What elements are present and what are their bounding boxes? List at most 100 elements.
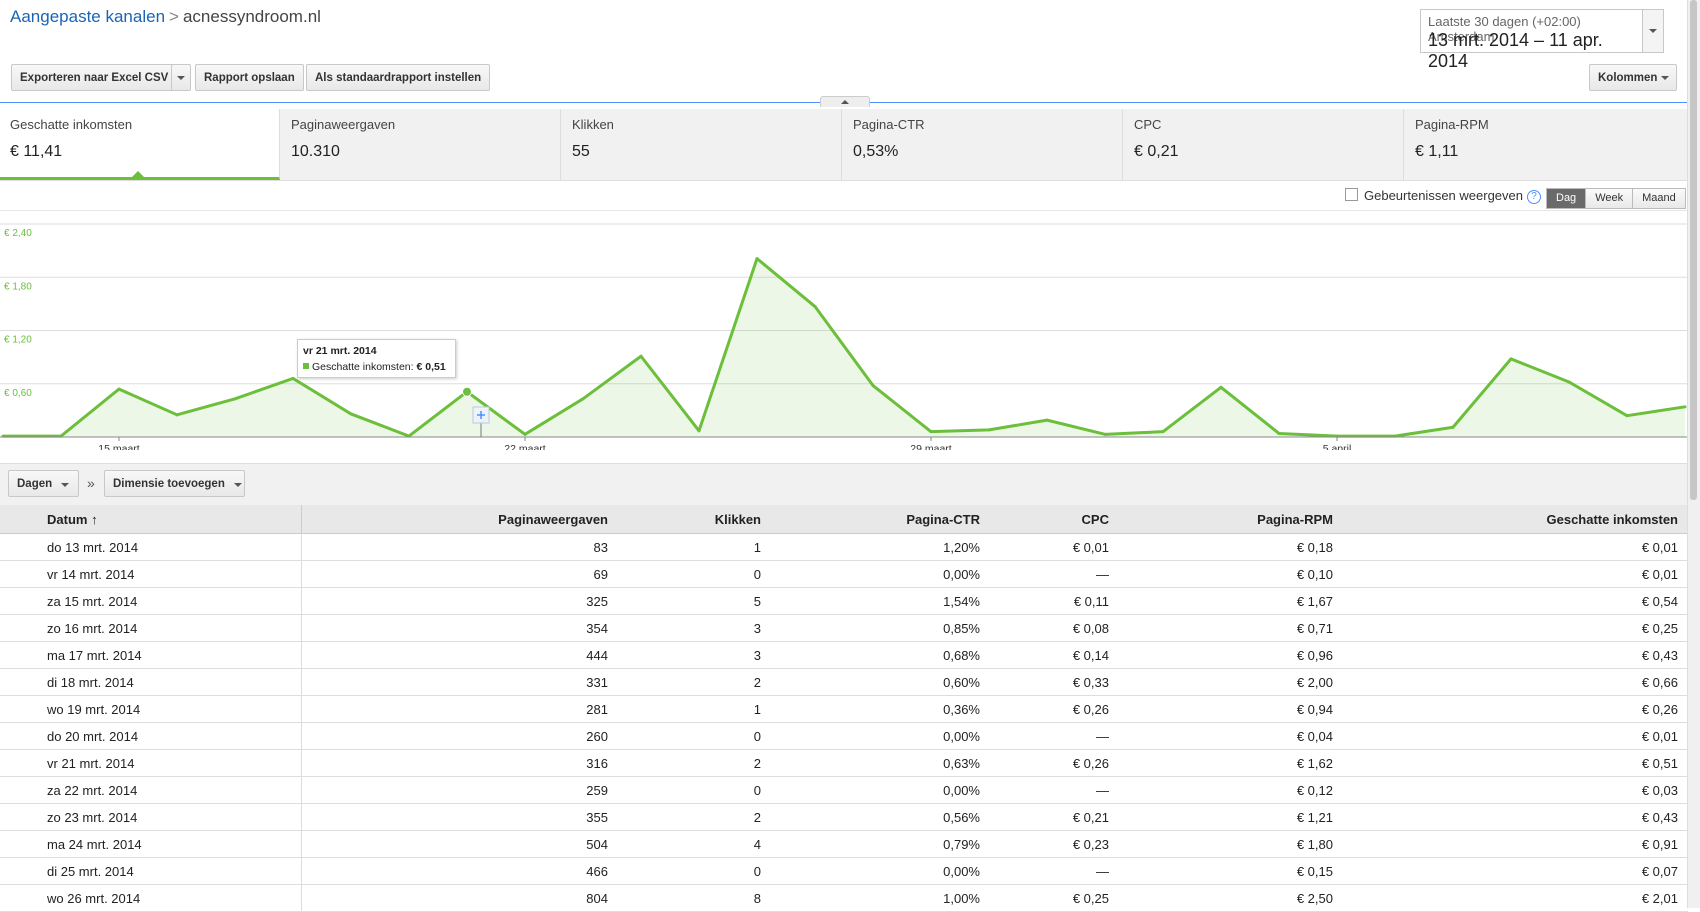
table-cell: € 1,67 (1119, 587, 1343, 615)
table-row: za 15 mrt. 2014 325 5 1,54% € 0,11 € 1,67 € 0,… (0, 587, 1688, 615)
table-cell: € 2,00 (1119, 668, 1343, 696)
set-default-report-button[interactable]: Als standaardrapport instellen (306, 64, 491, 91)
column-header-page-views[interactable]: Paginaweergaven (301, 505, 618, 534)
show-events-toggle[interactable]: Gebeurtenissen weergeven? (1345, 188, 1541, 204)
chart-area: Gebeurtenissen weergeven? Dag Week Maand… (0, 180, 1688, 460)
metric-tab-cpc[interactable]: CPC € 0,21 (1124, 109, 1404, 180)
column-header-clicks[interactable]: Klikken (618, 505, 771, 534)
granularity-week-button[interactable]: Week (1585, 189, 1633, 208)
earnings-line-chart: € 0,60 € 1,20 € 1,80 € 2,40 15 maart 22 maart… (0, 210, 1688, 450)
metric-tab-page-ctr[interactable]: Pagina-CTR 0,53% (843, 109, 1123, 180)
y-axis-tick-label: € 1,80 (4, 281, 32, 292)
metric-label: Paginaweergaven (291, 117, 396, 132)
metric-tab-clicks[interactable]: Klikken 55 (562, 109, 842, 180)
help-icon[interactable]: ? (1527, 190, 1541, 204)
table-cell: 3 (618, 614, 771, 642)
columns-button[interactable]: Kolommen (1589, 64, 1677, 91)
add-dimension-button[interactable]: Dimensie toevoegen (104, 470, 245, 497)
date-range-picker[interactable]: Laatste 30 dagen (+02:00) Amsterdam 13 m… (1420, 9, 1664, 71)
table-cell: 1,54% (771, 587, 990, 615)
x-axis-tick-label: 15 maart (98, 443, 140, 450)
table-cell: — (990, 560, 1119, 588)
vertical-scrollbar[interactable] (1687, 0, 1700, 908)
table-cell: € 0,04 (1119, 722, 1343, 750)
metric-label: CPC (1134, 117, 1162, 132)
table-cell: € 0,43 (1343, 641, 1688, 669)
save-report-label: Rapport opslaan (204, 72, 295, 84)
granularity-month-button[interactable]: Maand (1632, 189, 1685, 208)
table-cell: 804 (301, 884, 618, 912)
y-axis-tick-label: € 0,60 (4, 388, 32, 399)
table-row: za 22 mrt. 2014 259 0 0,00% — € 0,12 € 0,03 (0, 776, 1688, 804)
table-cell: € 0,94 (1119, 695, 1343, 723)
table-cell: 504 (301, 830, 618, 858)
table-cell: € 0,96 (1119, 641, 1343, 669)
metric-label: Pagina-RPM (1415, 117, 1489, 132)
table-cell: € 0,26 (990, 749, 1119, 777)
days-dimension-button[interactable]: Dagen (8, 470, 79, 497)
table-cell: 0,85% (771, 614, 990, 642)
table-cell: 259 (301, 776, 618, 804)
scrollbar-thumb[interactable] (1690, 0, 1697, 500)
column-header-cpc[interactable]: CPC (990, 505, 1119, 534)
table-row: do 20 mrt. 2014 260 0 0,00% — € 0,04 € 0,01 (0, 722, 1688, 750)
export-dropdown-button[interactable] (171, 64, 191, 91)
table-cell: 2 (618, 803, 771, 831)
save-report-button[interactable]: Rapport opslaan (195, 64, 304, 91)
export-csv-button[interactable]: Exporteren naar Excel CSV (11, 64, 182, 91)
data-point (291, 376, 295, 380)
chevron-down-icon (61, 483, 70, 487)
table-cell: € 0,18 (1119, 533, 1343, 561)
export-csv-label: Exporteren naar Excel CSV (20, 72, 169, 84)
table-cell: 281 (301, 695, 618, 723)
table-cell: € 0,26 (990, 695, 1119, 723)
table-cell: € 0,15 (1119, 857, 1343, 885)
y-axis-tick-label: € 2,40 (4, 228, 32, 239)
column-header-date[interactable]: Datum ↑ (0, 505, 302, 534)
dimension-bar: Dagen » Dimensie toevoegen (0, 463, 1688, 506)
table-cell: € 0,11 (990, 587, 1119, 615)
table-cell: € 0,25 (1343, 614, 1688, 642)
report-table: Datum ↑ Paginaweergaven Klikken Pagina-C… (0, 505, 1688, 912)
table-cell: di 18 mrt. 2014 (0, 668, 302, 696)
columns-label: Kolommen (1598, 72, 1658, 84)
table-cell: 0 (618, 722, 771, 750)
table-cell: za 15 mrt. 2014 (0, 587, 302, 615)
column-header-estimated-earnings[interactable]: Geschatte inkomsten (1343, 505, 1688, 534)
data-point (1567, 380, 1571, 384)
data-point (1509, 357, 1513, 361)
show-events-checkbox[interactable] (1345, 188, 1358, 201)
table-cell: € 0,01 (1343, 560, 1688, 588)
metric-tabs: Geschatte inkomsten € 11,41 Paginaweerga… (0, 109, 1688, 181)
tooltip-series-row: Geschatte inkomsten: € 0,51 (303, 361, 446, 373)
metric-tab-estimated-earnings[interactable]: Geschatte inkomsten € 11,41 (0, 109, 280, 180)
metric-tab-page-views[interactable]: Paginaweergaven 10.310 (281, 109, 561, 180)
table-cell: € 0,01 (1343, 533, 1688, 561)
table-cell: 325 (301, 587, 618, 615)
table-cell: 5 (618, 587, 771, 615)
column-header-page-rpm[interactable]: Pagina-RPM (1119, 505, 1343, 534)
chevron-down-icon (1649, 29, 1657, 33)
table-row: vr 14 mrt. 2014 69 0 0,00% — € 0,10 € 0,01 (0, 560, 1688, 588)
column-header-page-ctr[interactable]: Pagina-CTR (771, 505, 990, 534)
granularity-selector: Dag Week Maand (1546, 188, 1686, 209)
breadcrumb-parent-link[interactable]: Aangepaste kanalen (10, 7, 166, 26)
date-range-dropdown-button[interactable] (1642, 9, 1664, 53)
table-cell: 8 (618, 884, 771, 912)
table-cell: — (990, 722, 1119, 750)
table-row: di 18 mrt. 2014 331 2 0,60% € 0,33 € 2,00 € 0,… (0, 668, 1688, 696)
collapse-chart-toggle[interactable] (820, 96, 870, 107)
metric-tab-page-rpm[interactable]: Pagina-RPM € 1,11 (1405, 109, 1688, 180)
data-point (1451, 425, 1455, 429)
table-cell: 3 (618, 641, 771, 669)
table-cell: wo 26 mrt. 2014 (0, 884, 302, 912)
breadcrumb: Aangepaste kanalen > acnessyndroom.nl (10, 7, 321, 27)
data-point (117, 387, 121, 391)
tooltip-series-label: Geschatte inkomsten: (312, 361, 414, 373)
table-cell: — (990, 857, 1119, 885)
table-cell: 1,00% (771, 884, 990, 912)
table-cell: 331 (301, 668, 618, 696)
granularity-day-button[interactable]: Dag (1547, 189, 1586, 208)
data-point (1277, 431, 1281, 435)
